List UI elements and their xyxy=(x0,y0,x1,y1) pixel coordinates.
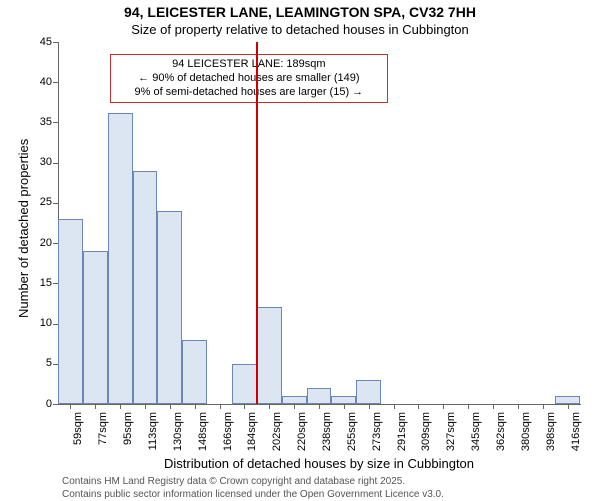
chart-container: 94, LEICESTER LANE, LEAMINGTON SPA, CV32… xyxy=(0,0,600,500)
x-tick-mark xyxy=(95,404,96,409)
x-tick-label: 77sqm xyxy=(97,412,109,462)
x-tick-mark xyxy=(468,404,469,409)
histogram-bar xyxy=(331,396,356,404)
x-tick-label: 148sqm xyxy=(197,412,209,462)
x-tick-label: 345sqm xyxy=(470,412,482,462)
chart-title: 94, LEICESTER LANE, LEAMINGTON SPA, CV32… xyxy=(0,4,600,20)
x-tick-mark xyxy=(543,404,544,409)
x-tick-label: 202sqm xyxy=(271,412,283,462)
x-tick-mark xyxy=(120,404,121,409)
x-tick-mark xyxy=(70,404,71,409)
x-tick-mark xyxy=(493,404,494,409)
y-tick-label: 30 xyxy=(28,156,52,168)
x-tick-label: 398sqm xyxy=(545,412,557,462)
x-tick-mark xyxy=(145,404,146,409)
y-tick-label: 0 xyxy=(28,398,52,410)
x-tick-label: 113sqm xyxy=(147,412,159,462)
histogram-bar xyxy=(108,113,133,404)
x-tick-label: 380sqm xyxy=(520,412,532,462)
y-tick-mark xyxy=(53,203,58,204)
y-tick-mark xyxy=(53,404,58,405)
histogram-bar xyxy=(307,388,332,404)
x-tick-label: 220sqm xyxy=(296,412,308,462)
histogram-bar xyxy=(58,219,83,404)
marker-annotation-box: 94 LEICESTER LANE: 189sqm ← 90% of detac… xyxy=(110,54,388,103)
y-tick-label: 20 xyxy=(28,237,52,249)
y-tick-label: 45 xyxy=(28,36,52,48)
x-tick-mark xyxy=(568,404,569,409)
x-tick-mark xyxy=(344,404,345,409)
histogram-bar xyxy=(282,396,307,404)
annotation-line-1: 94 LEICESTER LANE: 189sqm xyxy=(119,58,379,72)
x-tick-mark xyxy=(394,404,395,409)
x-tick-mark xyxy=(369,404,370,409)
x-tick-label: 362sqm xyxy=(495,412,507,462)
x-tick-label: 309sqm xyxy=(420,412,432,462)
annotation-line-2: ← 90% of detached houses are smaller (14… xyxy=(119,72,379,86)
y-tick-mark xyxy=(53,122,58,123)
y-tick-label: 25 xyxy=(28,196,52,208)
y-tick-label: 5 xyxy=(28,357,52,369)
y-tick-label: 40 xyxy=(28,76,52,88)
histogram-bar xyxy=(157,211,182,404)
y-tick-mark xyxy=(53,42,58,43)
x-tick-label: 238sqm xyxy=(321,412,333,462)
histogram-bar xyxy=(555,396,580,404)
histogram-bar xyxy=(257,307,282,404)
x-tick-label: 184sqm xyxy=(246,412,258,462)
x-tick-mark xyxy=(418,404,419,409)
histogram-bar xyxy=(356,380,381,404)
x-tick-label: 255sqm xyxy=(346,412,358,462)
y-tick-label: 15 xyxy=(28,277,52,289)
histogram-bar xyxy=(182,340,207,404)
x-tick-label: 291sqm xyxy=(396,412,408,462)
x-tick-label: 59sqm xyxy=(72,412,84,462)
x-tick-mark xyxy=(244,404,245,409)
y-tick-mark xyxy=(53,82,58,83)
x-tick-mark xyxy=(319,404,320,409)
x-tick-label: 130sqm xyxy=(172,412,184,462)
x-tick-label: 416sqm xyxy=(570,412,582,462)
x-tick-label: 327sqm xyxy=(445,412,457,462)
y-tick-mark xyxy=(53,163,58,164)
x-tick-mark xyxy=(294,404,295,409)
x-tick-mark xyxy=(195,404,196,409)
y-tick-label: 35 xyxy=(28,116,52,128)
y-tick-label: 10 xyxy=(28,317,52,329)
attribution-text: Contains HM Land Registry data © Crown c… xyxy=(62,476,444,501)
x-tick-mark xyxy=(443,404,444,409)
annotation-line-3: 9% of semi-detached houses are larger (1… xyxy=(119,86,379,100)
attribution-line-2: Contains public sector information licen… xyxy=(62,489,444,501)
x-tick-mark xyxy=(518,404,519,409)
x-tick-label: 273sqm xyxy=(371,412,383,462)
x-tick-label: 166sqm xyxy=(222,412,234,462)
chart-subtitle: Size of property relative to detached ho… xyxy=(0,22,600,37)
x-tick-label: 95sqm xyxy=(122,412,134,462)
attribution-line-1: Contains HM Land Registry data © Crown c… xyxy=(62,476,444,489)
marker-line xyxy=(256,42,258,404)
histogram-bar xyxy=(83,251,108,404)
histogram-bar xyxy=(232,364,257,404)
histogram-bar xyxy=(133,171,158,404)
x-tick-mark xyxy=(170,404,171,409)
x-tick-mark xyxy=(220,404,221,409)
x-tick-mark xyxy=(269,404,270,409)
